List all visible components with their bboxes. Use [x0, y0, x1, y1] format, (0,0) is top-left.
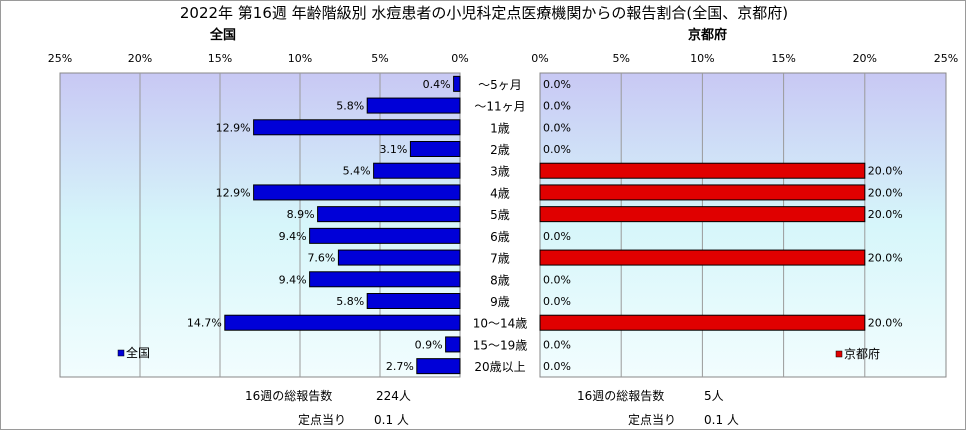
- right-tick-label: 15%: [771, 52, 795, 65]
- left-bar: [224, 314, 461, 331]
- right-legend-swatch: [835, 350, 843, 358]
- left-legend-swatch: [117, 349, 125, 357]
- left-data-label: 0.4%: [423, 78, 451, 91]
- left-bar: [445, 336, 461, 353]
- right-data-label: 0.0%: [543, 360, 571, 373]
- category-label: 3歳: [490, 165, 510, 179]
- right-legend-label: 京都府: [844, 346, 880, 361]
- left-bar: [309, 271, 461, 288]
- right-data-label: 20.0%: [868, 165, 903, 178]
- category-label: 2歳: [490, 143, 510, 157]
- right-tick-label: 10%: [690, 52, 714, 65]
- category-label: 7歳: [490, 252, 510, 266]
- right-panel-title: 京都府: [688, 28, 728, 43]
- category-label: 8歳: [490, 273, 510, 287]
- right-data-label: 20.0%: [868, 186, 903, 199]
- category-label: 1歳: [490, 121, 510, 135]
- right-tick-label: 25%: [934, 52, 958, 65]
- left-bar: [337, 249, 461, 266]
- chart-title: 2022年 第16週 年齢階級別 水痘患者の小児科定点医療機関からの報告割合(全…: [179, 4, 789, 22]
- left-bar: [317, 206, 461, 223]
- left-panel-title: 全国: [210, 28, 237, 43]
- right-data-label: 0.0%: [543, 273, 571, 286]
- right-tick-label: 20%: [853, 52, 877, 65]
- right-bar: [539, 184, 866, 201]
- right-tick-label: 0%: [531, 52, 548, 65]
- category-label: 4歳: [490, 186, 510, 200]
- right-data-label: 0.0%: [543, 295, 571, 308]
- category-label: 10～14歳: [473, 317, 528, 331]
- left-bar: [309, 227, 461, 244]
- category-label: 5歳: [490, 208, 510, 222]
- left-data-label: 5.8%: [336, 295, 364, 308]
- right-data-label: 20.0%: [868, 252, 903, 265]
- right-data-label: 0.0%: [543, 338, 571, 351]
- left-tick-label: 20%: [128, 52, 152, 65]
- right-data-label: 20.0%: [868, 317, 903, 330]
- left-bar: [409, 141, 461, 157]
- left-data-label: 12.9%: [216, 186, 251, 199]
- left-per-site-label: 定点当り: [298, 413, 347, 427]
- right-total-reports-label: 16週の総報告数: [577, 389, 665, 403]
- left-data-label: 9.4%: [279, 230, 307, 243]
- left-data-label: 3.1%: [379, 143, 407, 156]
- right-total-reports-value: 5人: [704, 389, 724, 403]
- right-tick-label: 5%: [612, 52, 629, 65]
- category-label: 9歳: [490, 295, 510, 309]
- category-label: ～5ヶ月: [478, 78, 522, 92]
- left-data-label: 7.6%: [307, 252, 335, 265]
- left-plot-area: [59, 72, 461, 378]
- right-bar: [539, 249, 866, 266]
- left-data-label: 9.4%: [279, 273, 307, 286]
- right-per-site-label: 定点当り: [628, 413, 677, 427]
- right-bar: [539, 314, 866, 331]
- right-bar: [539, 162, 866, 179]
- left-tick-label: 0%: [451, 52, 468, 65]
- left-legend-label: 全国: [126, 345, 150, 360]
- left-bar: [373, 162, 461, 179]
- left-data-label: 12.9%: [216, 121, 251, 134]
- right-data-label: 0.0%: [543, 230, 571, 243]
- left-data-label: 0.9%: [415, 338, 443, 351]
- left-data-label: 14.7%: [187, 317, 222, 330]
- left-bar: [253, 119, 461, 136]
- right-data-label: 0.0%: [543, 143, 571, 156]
- category-label: 15～19歳: [473, 338, 528, 352]
- left-data-label: 5.8%: [336, 100, 364, 113]
- left-tick-label: 15%: [208, 52, 232, 65]
- left-tick-label: 25%: [48, 52, 72, 65]
- left-tick-label: 5%: [371, 52, 388, 65]
- left-tick-label: 10%: [288, 52, 312, 65]
- left-bar: [453, 75, 461, 92]
- right-data-label: 0.0%: [543, 100, 571, 113]
- right-per-site-value: 0.1 人: [704, 413, 739, 427]
- category-label: 20歳以上: [474, 360, 525, 374]
- left-data-label: 2.7%: [386, 360, 414, 373]
- left-data-label: 8.9%: [287, 208, 315, 221]
- category-label: 6歳: [490, 230, 510, 244]
- left-bar: [253, 184, 461, 201]
- category-label: ～11ヶ月: [474, 100, 525, 114]
- left-per-site-value: 0.1 人: [374, 413, 409, 427]
- right-data-label: 0.0%: [543, 78, 571, 91]
- right-data-label: 20.0%: [868, 208, 903, 221]
- right-bar: [539, 206, 866, 223]
- left-total-reports-label: 16週の総報告数: [245, 389, 333, 403]
- left-bar: [366, 97, 461, 114]
- left-bar: [416, 358, 461, 375]
- right-plot-area: [539, 72, 947, 378]
- right-data-label: 0.0%: [543, 121, 571, 134]
- left-total-reports-value: 224人: [376, 389, 411, 403]
- left-data-label: 5.4%: [343, 165, 371, 178]
- left-bar: [366, 293, 461, 309]
